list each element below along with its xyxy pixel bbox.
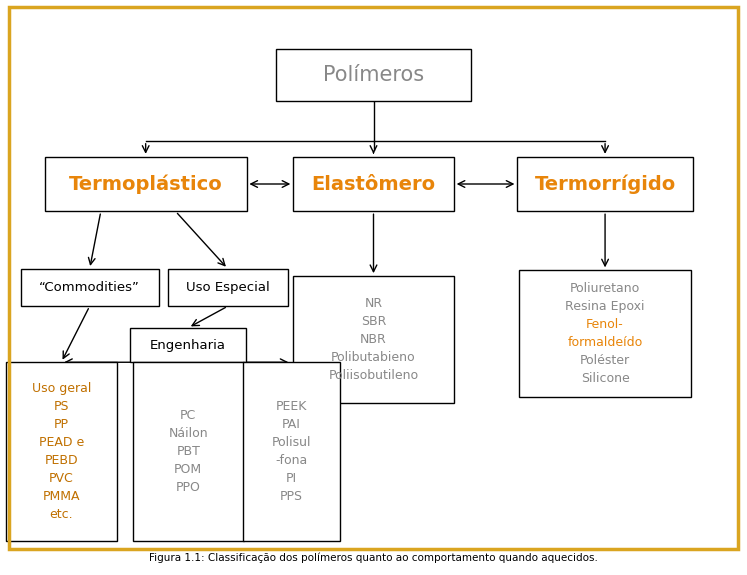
FancyBboxPatch shape — [243, 362, 340, 540]
FancyBboxPatch shape — [293, 156, 454, 211]
Text: Poliuretano: Poliuretano — [570, 282, 640, 295]
FancyBboxPatch shape — [168, 269, 288, 306]
FancyBboxPatch shape — [519, 270, 691, 397]
Text: Termorrígido: Termorrígido — [534, 174, 676, 194]
Text: Figura 1.1: Classificação dos polímeros quanto ao comportamento quando aquecidos: Figura 1.1: Classificação dos polímeros … — [149, 553, 598, 563]
FancyBboxPatch shape — [130, 328, 247, 362]
FancyBboxPatch shape — [133, 362, 244, 540]
FancyBboxPatch shape — [45, 156, 247, 211]
Text: Elastômero: Elastômero — [311, 174, 436, 194]
FancyBboxPatch shape — [518, 156, 693, 211]
Text: Uso geral
PS
PP
PEAD e
PEBD
PVC
PMMA
etc.: Uso geral PS PP PEAD e PEBD PVC PMMA etc… — [31, 382, 91, 521]
Text: “Commodities”: “Commodities” — [39, 281, 140, 294]
FancyBboxPatch shape — [6, 362, 117, 540]
Text: NR
SBR
NBR
Polibutabieno
Poliisobutileno: NR SBR NBR Polibutabieno Poliisobutileno — [329, 297, 418, 382]
Text: Fenol-: Fenol- — [586, 318, 624, 331]
Text: Resina Epoxi: Resina Epoxi — [565, 300, 645, 313]
FancyBboxPatch shape — [20, 269, 158, 306]
Text: Polímeros: Polímeros — [323, 65, 424, 85]
Text: PC
Náilon
PBT
POM
PPO: PC Náilon PBT POM PPO — [168, 409, 208, 494]
Text: Silicone: Silicone — [580, 372, 630, 385]
Text: Uso Especial: Uso Especial — [186, 281, 270, 294]
Text: Poléster: Poléster — [580, 354, 630, 367]
Text: PEEK
PAI
Polisul
-fona
PI
PPS: PEEK PAI Polisul -fona PI PPS — [272, 400, 311, 503]
Text: formaldeído: formaldeído — [568, 336, 642, 349]
Text: Engenharia: Engenharia — [150, 339, 226, 351]
FancyBboxPatch shape — [276, 49, 471, 101]
FancyBboxPatch shape — [293, 276, 454, 402]
Text: Termoplástico: Termoplástico — [69, 174, 223, 194]
